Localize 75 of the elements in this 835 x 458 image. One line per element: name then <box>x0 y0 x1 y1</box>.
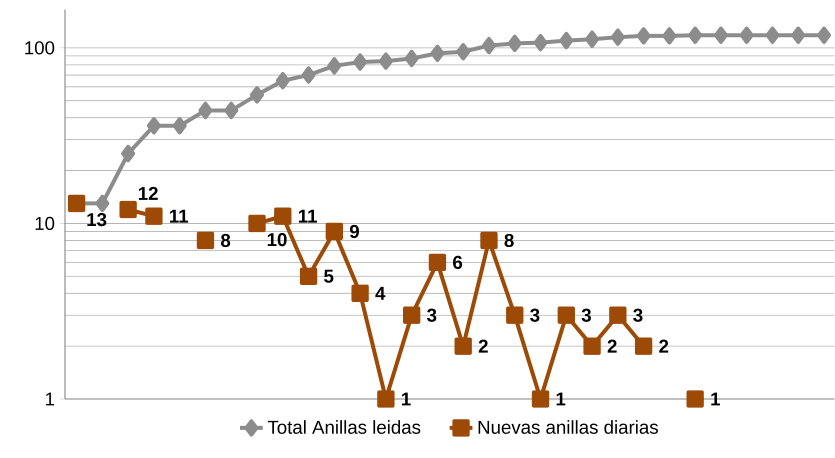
point <box>636 27 651 45</box>
data-label: 11 <box>170 210 188 223</box>
point <box>508 34 522 52</box>
point <box>558 306 575 324</box>
point <box>404 50 419 68</box>
point <box>430 44 444 62</box>
point <box>146 117 161 134</box>
y-tick-label: 1 <box>46 392 54 406</box>
point <box>456 43 470 60</box>
point <box>609 306 627 324</box>
point <box>327 57 342 74</box>
point <box>402 306 420 324</box>
data-label: 3 <box>530 308 540 322</box>
data-label: 2 <box>478 340 488 353</box>
point <box>95 194 110 212</box>
point <box>326 222 344 240</box>
point <box>248 214 266 232</box>
point <box>480 232 498 250</box>
data-label: 1 <box>402 392 411 406</box>
point <box>634 337 652 355</box>
point <box>224 102 238 120</box>
point <box>172 117 187 134</box>
data-label: 8 <box>504 234 514 248</box>
data-label: 8 <box>220 234 230 248</box>
point <box>686 390 704 408</box>
data-label: 3 <box>582 308 591 322</box>
point <box>119 200 137 218</box>
point <box>534 34 548 52</box>
point <box>351 284 369 302</box>
point <box>274 207 292 225</box>
point <box>817 26 832 44</box>
point <box>276 72 290 90</box>
data-label: 2 <box>659 340 668 353</box>
data-label: 3 <box>427 308 436 322</box>
point <box>559 32 574 50</box>
point <box>662 27 676 45</box>
point <box>250 86 264 104</box>
point <box>196 232 214 250</box>
legend-label: Nuevas anillas diarias <box>478 420 658 434</box>
data-label: 10 <box>268 233 287 246</box>
data-label: 1 <box>556 392 566 406</box>
point <box>482 36 496 54</box>
data-label: 6 <box>453 256 462 269</box>
point <box>740 26 754 44</box>
data-label: 13 <box>87 213 106 226</box>
point <box>353 53 368 71</box>
point <box>506 306 524 324</box>
point <box>454 337 472 355</box>
y-tick-label: 100 <box>25 41 54 54</box>
point <box>714 26 728 44</box>
point <box>688 26 702 44</box>
point <box>610 28 625 46</box>
data-label: 4 <box>375 286 386 300</box>
point <box>532 390 550 408</box>
point <box>121 144 136 162</box>
data-label: 3 <box>633 308 642 322</box>
data-label: 11 <box>298 210 317 223</box>
data-label: 9 <box>350 224 359 238</box>
data-label: 5 <box>324 270 334 283</box>
point <box>585 30 600 48</box>
point <box>198 102 212 120</box>
point <box>145 207 163 225</box>
point <box>583 337 601 355</box>
data-label: 12 <box>138 186 158 200</box>
point <box>300 268 318 285</box>
data-label: 2 <box>608 340 617 353</box>
data-label: 1 <box>711 392 720 406</box>
legend-label: Total Anillas leidas <box>268 420 420 434</box>
point <box>428 254 446 272</box>
point <box>791 26 806 44</box>
point <box>377 390 395 408</box>
point <box>302 66 316 84</box>
point <box>765 26 780 44</box>
y-tick-label: 10 <box>36 216 54 230</box>
point <box>378 52 393 70</box>
